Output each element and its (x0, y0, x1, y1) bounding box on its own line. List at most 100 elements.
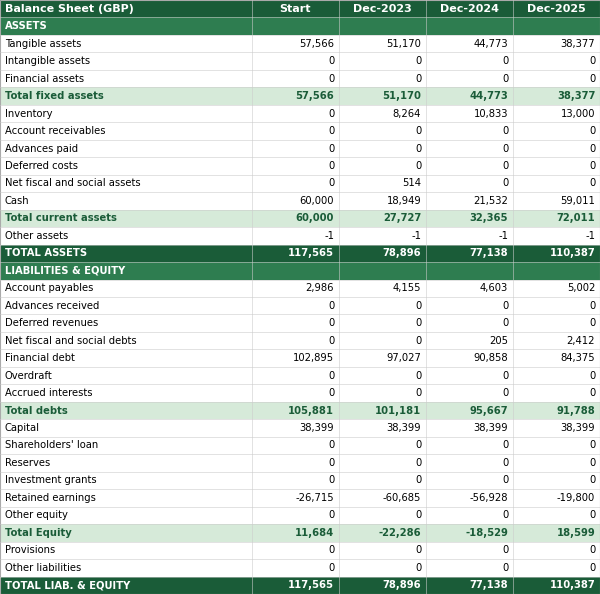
Text: 84,375: 84,375 (560, 353, 595, 363)
Text: 0: 0 (328, 109, 334, 119)
Text: -56,928: -56,928 (470, 493, 508, 503)
Text: 110,387: 110,387 (550, 580, 595, 590)
FancyBboxPatch shape (0, 0, 600, 17)
FancyBboxPatch shape (0, 437, 600, 454)
Text: 38,377: 38,377 (560, 39, 595, 49)
Text: 38,377: 38,377 (557, 91, 595, 101)
Text: 0: 0 (589, 56, 595, 66)
FancyBboxPatch shape (0, 192, 600, 210)
Text: 0: 0 (502, 458, 508, 468)
FancyBboxPatch shape (0, 17, 600, 35)
Text: 38,399: 38,399 (386, 423, 421, 433)
Text: -1: -1 (498, 231, 508, 241)
Text: 59,011: 59,011 (560, 196, 595, 206)
Text: 0: 0 (328, 388, 334, 398)
Text: 0: 0 (415, 388, 421, 398)
FancyBboxPatch shape (0, 332, 600, 349)
Text: 0: 0 (415, 56, 421, 66)
Text: 51,170: 51,170 (382, 91, 421, 101)
Text: Account receivables: Account receivables (5, 126, 106, 136)
Text: Advances paid: Advances paid (5, 144, 78, 153)
FancyBboxPatch shape (0, 87, 600, 105)
Text: 0: 0 (589, 563, 595, 573)
Text: 110,387: 110,387 (550, 248, 595, 258)
Text: Shareholders' loan: Shareholders' loan (5, 441, 98, 450)
Text: -22,286: -22,286 (379, 528, 421, 538)
Text: 0: 0 (589, 178, 595, 188)
Text: 514: 514 (402, 178, 421, 188)
Text: 0: 0 (415, 371, 421, 381)
Text: 10,833: 10,833 (474, 109, 508, 119)
Text: -26,715: -26,715 (296, 493, 334, 503)
FancyBboxPatch shape (0, 349, 600, 367)
Text: Total Equity: Total Equity (5, 528, 71, 538)
Text: 0: 0 (589, 126, 595, 136)
FancyBboxPatch shape (0, 489, 600, 507)
Text: 0: 0 (328, 441, 334, 450)
FancyBboxPatch shape (0, 577, 600, 594)
FancyBboxPatch shape (0, 507, 600, 524)
Text: 0: 0 (589, 510, 595, 520)
Text: Overdraft: Overdraft (5, 371, 53, 381)
Text: 97,027: 97,027 (386, 353, 421, 363)
FancyBboxPatch shape (0, 367, 600, 384)
Text: 0: 0 (502, 161, 508, 171)
Text: 77,138: 77,138 (470, 580, 508, 590)
Text: Other assets: Other assets (5, 231, 68, 241)
Text: 0: 0 (415, 510, 421, 520)
Text: -1: -1 (324, 231, 334, 241)
Text: 0: 0 (502, 563, 508, 573)
Text: 0: 0 (415, 74, 421, 84)
FancyBboxPatch shape (0, 175, 600, 192)
Text: 0: 0 (502, 126, 508, 136)
Text: Deferred revenues: Deferred revenues (5, 318, 98, 328)
Text: 0: 0 (502, 74, 508, 84)
Text: 44,773: 44,773 (469, 91, 508, 101)
Text: 0: 0 (328, 458, 334, 468)
Text: 0: 0 (415, 318, 421, 328)
Text: 90,858: 90,858 (473, 353, 508, 363)
Text: 4,603: 4,603 (480, 283, 508, 293)
FancyBboxPatch shape (0, 140, 600, 157)
Text: Other liabilities: Other liabilities (5, 563, 81, 573)
FancyBboxPatch shape (0, 402, 600, 419)
Text: Net fiscal and social debts: Net fiscal and social debts (5, 336, 136, 346)
FancyBboxPatch shape (0, 105, 600, 122)
Text: 91,788: 91,788 (556, 406, 595, 416)
Text: Balance Sheet (GBP): Balance Sheet (GBP) (5, 4, 134, 14)
FancyBboxPatch shape (0, 35, 600, 52)
FancyBboxPatch shape (0, 245, 600, 262)
FancyBboxPatch shape (0, 227, 600, 245)
Text: Accrued interests: Accrued interests (5, 388, 92, 398)
Text: Net fiscal and social assets: Net fiscal and social assets (5, 178, 140, 188)
Text: 0: 0 (328, 74, 334, 84)
Text: 0: 0 (589, 74, 595, 84)
Text: 0: 0 (415, 336, 421, 346)
Text: 0: 0 (589, 301, 595, 311)
Text: Other equity: Other equity (5, 510, 68, 520)
Text: 0: 0 (589, 144, 595, 153)
Text: 0: 0 (502, 56, 508, 66)
Text: 18,949: 18,949 (386, 196, 421, 206)
FancyBboxPatch shape (0, 297, 600, 314)
FancyBboxPatch shape (0, 559, 600, 577)
Text: 13,000: 13,000 (561, 109, 595, 119)
Text: -1: -1 (585, 231, 595, 241)
Text: Capital: Capital (5, 423, 40, 433)
Text: Advances received: Advances received (5, 301, 99, 311)
Text: 38,399: 38,399 (560, 423, 595, 433)
Text: 0: 0 (328, 318, 334, 328)
Text: 0: 0 (589, 318, 595, 328)
Text: 0: 0 (589, 545, 595, 555)
FancyBboxPatch shape (0, 419, 600, 437)
Text: 0: 0 (589, 161, 595, 171)
FancyBboxPatch shape (0, 384, 600, 402)
Text: 95,667: 95,667 (470, 406, 508, 416)
Text: 0: 0 (415, 161, 421, 171)
Text: 0: 0 (328, 475, 334, 485)
Text: 0: 0 (328, 510, 334, 520)
FancyBboxPatch shape (0, 524, 600, 542)
Text: 0: 0 (328, 161, 334, 171)
Text: 78,896: 78,896 (383, 580, 421, 590)
Text: Investment grants: Investment grants (5, 475, 97, 485)
